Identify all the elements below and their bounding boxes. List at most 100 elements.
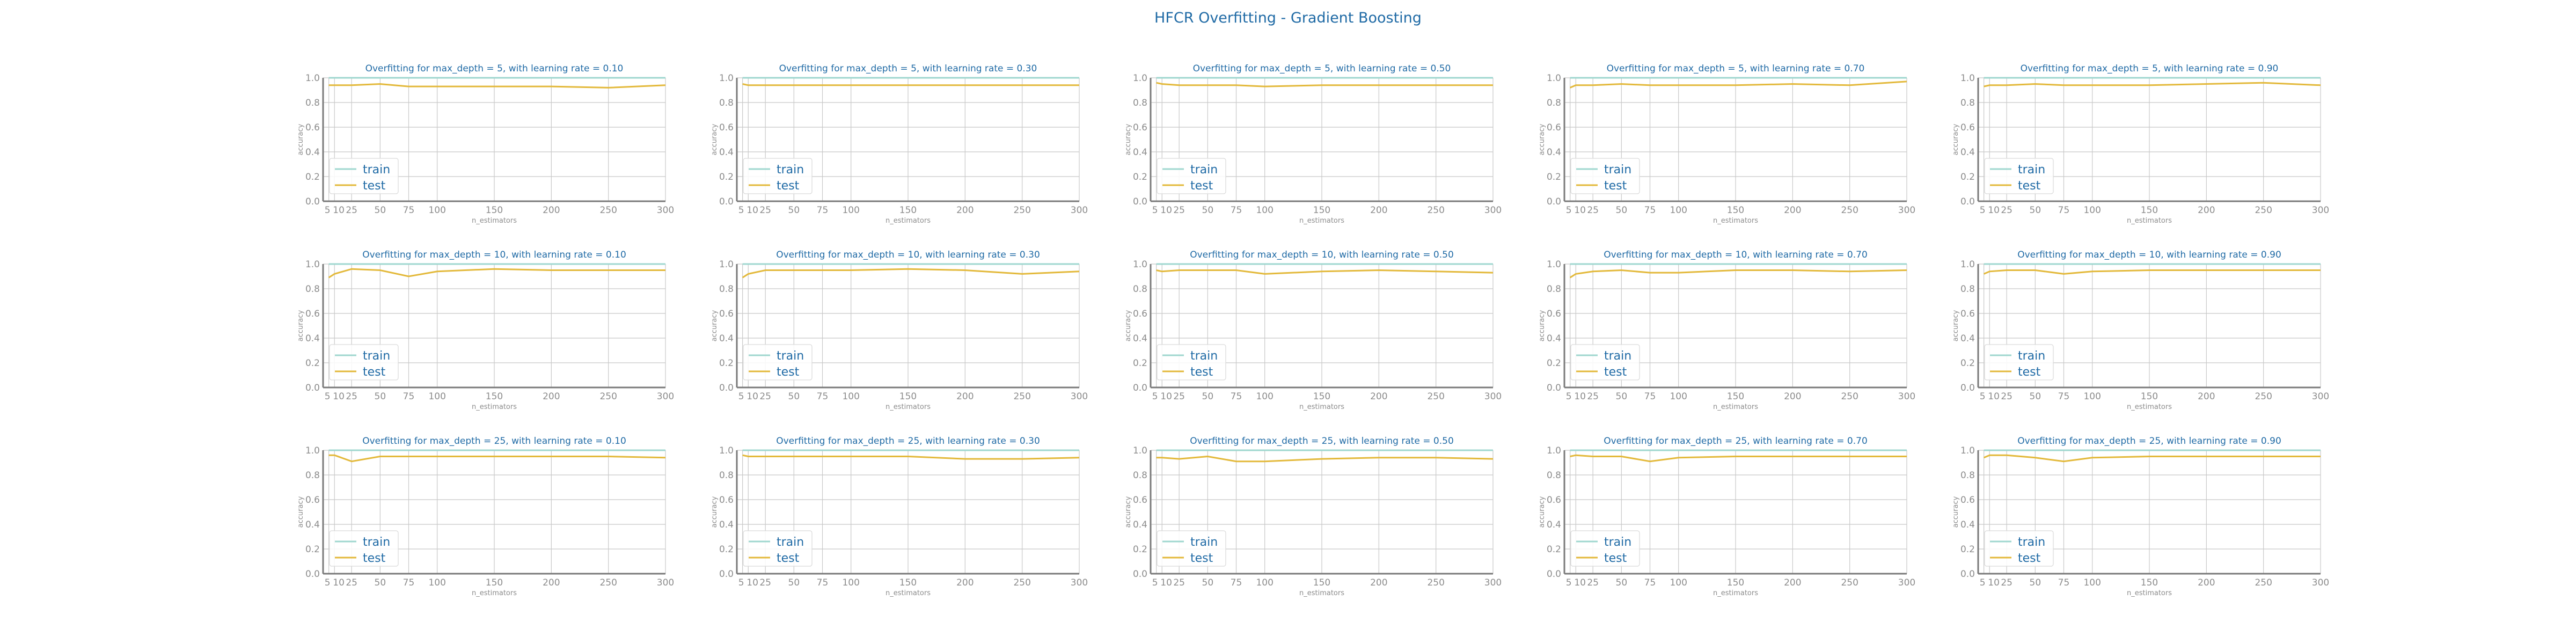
x-tick-label: 75	[1644, 391, 1656, 402]
y-tick-label: 0.4	[719, 147, 734, 158]
x-axis-label: n_estimators	[1713, 403, 1758, 411]
legend-label: train	[1190, 349, 1218, 363]
y-tick-label: 0.0	[1133, 383, 1147, 393]
legend-label: train	[1604, 349, 1631, 363]
series-line-test	[328, 454, 666, 463]
y-tick-label: 0.6	[1960, 122, 1975, 133]
y-tick-label: 0.8	[719, 284, 734, 295]
y-tick-label: 0.2	[1547, 358, 1561, 369]
y-tick-label: 0.6	[305, 309, 320, 319]
y-tick-label: 0.4	[1133, 519, 1147, 530]
x-tick-label: 50	[375, 391, 386, 402]
x-tick-label: 100	[428, 577, 445, 588]
y-tick-label: 0.2	[1133, 544, 1147, 555]
y-tick-label: 0.0	[719, 569, 734, 580]
subplot-title: Overfitting for max_depth = 10, with lea…	[2017, 250, 2281, 260]
y-axis-label: accuracy	[1538, 123, 1546, 155]
y-tick-label: 0.6	[719, 495, 734, 506]
legend-label: train	[2018, 163, 2045, 177]
x-tick-label: 50	[2030, 205, 2041, 216]
legend-label: test	[363, 179, 386, 193]
legend-label: train	[2018, 349, 2045, 363]
x-tick-label: 100	[2083, 391, 2101, 402]
x-tick-label: 100	[1256, 205, 1273, 216]
y-tick-label: 0.8	[305, 284, 320, 295]
legend-label: train	[1190, 163, 1218, 177]
x-tick-label: 250	[1841, 577, 1858, 588]
x-tick-label: 250	[1427, 205, 1444, 216]
legend-label: test	[2018, 365, 2041, 379]
x-tick-label: 5	[1152, 391, 1158, 402]
x-tick-label: 25	[2001, 577, 2012, 588]
x-tick-label: 100	[2083, 205, 2101, 216]
y-tick-label: 0.0	[1547, 383, 1561, 393]
series-line-test	[1984, 82, 2321, 87]
subplot: Overfitting for max_depth = 10, with lea…	[297, 250, 674, 411]
x-tick-label: 5	[1566, 577, 1572, 588]
x-tick-label: 250	[2255, 205, 2272, 216]
x-tick-label: 250	[1013, 205, 1030, 216]
x-tick-label: 250	[1427, 577, 1444, 588]
y-tick-label: 0.8	[1547, 284, 1561, 295]
x-tick-label: 5	[1980, 577, 1986, 588]
legend-label: test	[1190, 365, 1213, 379]
legend-label: test	[777, 179, 800, 193]
y-tick-label: 1.0	[1960, 259, 1975, 270]
x-tick-label: 300	[2312, 205, 2329, 216]
y-tick-label: 1.0	[1547, 73, 1561, 84]
x-tick-label: 75	[1644, 577, 1656, 588]
x-axis-label: n_estimators	[472, 403, 517, 411]
x-axis-label: n_estimators	[1713, 589, 1758, 597]
y-tick-label: 1.0	[719, 73, 734, 84]
x-tick-label: 10	[1988, 205, 2000, 216]
subplot-title: Overfitting for max_depth = 25, with lea…	[2017, 436, 2281, 447]
y-tick-label: 0.8	[719, 470, 734, 481]
x-tick-label: 75	[817, 577, 829, 588]
x-tick-label: 50	[1616, 391, 1628, 402]
x-tick-label: 5	[1152, 577, 1158, 588]
y-tick-label: 0.6	[1133, 495, 1147, 506]
y-axis-label: accuracy	[1124, 123, 1132, 155]
y-tick-label: 0.2	[719, 172, 734, 182]
legend-label: train	[1604, 163, 1631, 177]
x-tick-label: 5	[1980, 205, 1986, 216]
x-tick-label: 10	[1160, 205, 1172, 216]
x-tick-label: 25	[759, 577, 771, 588]
x-tick-label: 75	[403, 577, 415, 588]
subplot: Overfitting for max_depth = 25, with lea…	[1124, 436, 1502, 597]
x-tick-label: 10	[747, 205, 758, 216]
x-tick-label: 200	[2198, 577, 2215, 588]
x-tick-label: 200	[543, 577, 560, 588]
x-tick-label: 50	[2030, 391, 2041, 402]
x-tick-label: 5	[1566, 205, 1572, 216]
subplot-title: Overfitting for max_depth = 10, with lea…	[362, 250, 626, 260]
series-line-test	[328, 268, 665, 279]
y-tick-label: 0.8	[305, 98, 320, 108]
x-tick-label: 200	[956, 205, 974, 216]
y-axis-label: accuracy	[1538, 496, 1546, 528]
x-tick-label: 300	[1484, 205, 1502, 216]
x-tick-label: 150	[486, 391, 503, 402]
figure-suptitle: HFCR Overfitting - Gradient Boosting	[1154, 10, 1422, 26]
series-line-test	[742, 83, 1079, 86]
subplot: Overfitting for max_depth = 10, with lea…	[1538, 250, 1915, 411]
y-axis-label: accuracy	[1952, 496, 1960, 528]
series-line-test	[1984, 269, 2321, 275]
legend-label: test	[1190, 552, 1213, 565]
x-tick-label: 50	[1202, 205, 1214, 216]
y-tick-label: 0.0	[1547, 196, 1561, 207]
y-axis-label: accuracy	[1124, 310, 1132, 341]
x-tick-label: 75	[2058, 205, 2070, 216]
x-tick-label: 300	[1484, 391, 1502, 402]
series-line-test	[1156, 455, 1494, 463]
y-tick-label: 1.0	[1133, 73, 1147, 84]
legend-label: train	[1190, 536, 1218, 549]
x-tick-label: 250	[1013, 391, 1030, 402]
x-tick-label: 25	[1173, 577, 1185, 588]
x-axis-label: n_estimators	[1299, 403, 1344, 411]
y-tick-label: 0.6	[1133, 309, 1147, 319]
subplot-title: Overfitting for max_depth = 10, with lea…	[1604, 250, 1868, 260]
y-tick-label: 0.0	[1960, 196, 1975, 207]
legend-label: train	[1604, 536, 1631, 549]
x-axis-label: n_estimators	[1299, 589, 1344, 597]
